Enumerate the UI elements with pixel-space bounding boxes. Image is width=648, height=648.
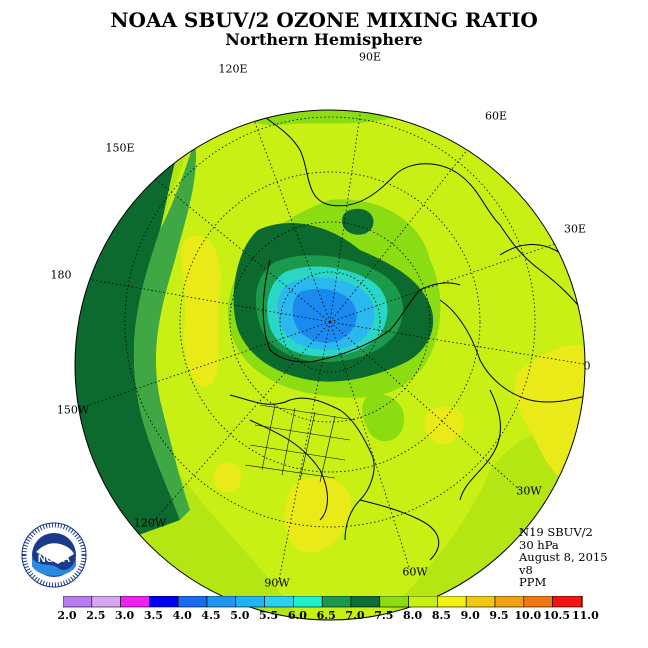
- yellow-patch-west: [181, 235, 221, 387]
- lon-label-180: 180: [50, 268, 72, 282]
- us-state-lines: [244, 404, 356, 483]
- colorbar: [63, 596, 583, 608]
- colorbar-swatch: [63, 596, 93, 608]
- colorbar-swatch: [437, 596, 467, 608]
- mid-green-edge: [133, 140, 196, 520]
- colorbar-swatch: [293, 596, 323, 608]
- colorbar-swatch: [350, 596, 381, 608]
- colorbar-tick-label: 9.0: [460, 609, 480, 622]
- lon-label-90w: 90W: [264, 576, 290, 590]
- colorbar-tick-label: 11.0: [571, 609, 599, 622]
- yellow-patch-gulf: [284, 476, 351, 553]
- lon-label-90e: 90E: [358, 50, 382, 64]
- vortex-blue: [292, 288, 357, 343]
- info-block: N19 SBUV/2 30 hPa August 8, 2015 v8 PPM: [519, 526, 608, 589]
- colorbar-swatch: [321, 596, 352, 608]
- colorbar-tick-label: 7.5: [374, 609, 394, 622]
- colorbar-tick-label: 2.0: [57, 609, 77, 622]
- colorbar-swatch: [408, 596, 438, 608]
- light-green-patch: [362, 394, 405, 442]
- colorbar-tick-label: 6.0: [287, 609, 307, 622]
- lon-label-0: 0: [583, 359, 591, 373]
- colorbar-tick-label: 2.5: [86, 609, 106, 622]
- colorbar-swatch: [206, 596, 237, 608]
- colorbar-swatch: [379, 596, 409, 608]
- colorbar-tick-label: 8.0: [403, 609, 423, 622]
- colorbar-tick-label: 10.5: [543, 609, 570, 622]
- colorbar-tick-label: 4.5: [201, 609, 221, 622]
- colorbar-swatch: [149, 596, 179, 608]
- page-subtitle: Northern Hemisphere: [225, 30, 423, 49]
- colorbar-tick-label: 7.0: [345, 609, 365, 622]
- colorbar-tick-label: 4.0: [172, 609, 192, 622]
- lon-label-150e: 150E: [105, 141, 135, 155]
- colorbar-swatch: [177, 596, 208, 608]
- map-border: [74, 109, 586, 621]
- colorbar-tick-label: 5.5: [259, 609, 279, 622]
- lon-label-30e: 30E: [563, 222, 587, 236]
- colorbar-swatch: [235, 596, 265, 608]
- lon-label-120w: 120W: [133, 516, 167, 530]
- colorbar-swatch: [120, 596, 150, 608]
- colorbar-tick-label: 9.5: [489, 609, 509, 622]
- coastlines: [229, 110, 585, 561]
- page-title: NOAA SBUV/2 OZONE MIXING RATIO: [110, 8, 538, 32]
- colorbar-tick-label: 5.0: [230, 609, 250, 622]
- lon-label-60e: 60E: [484, 109, 508, 123]
- pressure-label: 30 hPa: [519, 537, 559, 552]
- colorbar-tick-label: 10.0: [514, 609, 542, 622]
- colorbar-swatch: [465, 596, 496, 608]
- colorbar-tick-label: 6.5: [316, 609, 336, 622]
- noaa-logo-text: NOAA: [38, 553, 70, 565]
- lon-label-30w: 30W: [516, 484, 542, 498]
- colorbar-swatch: [523, 596, 553, 608]
- units-label: PPM: [519, 575, 547, 590]
- colorbar-swatch: [494, 596, 525, 608]
- colorbar-swatch: [552, 596, 582, 608]
- colorbar-swatch: [581, 596, 583, 608]
- yellow-patch-mid: [424, 406, 464, 445]
- lon-label-120e: 120E: [218, 62, 248, 76]
- colorbar-tick-label: 3.0: [115, 609, 135, 622]
- colorbar-tick-label: 3.5: [143, 609, 163, 622]
- instrument-label: N19 SBUV/2: [519, 525, 593, 539]
- colorbar-tick-label: 8.5: [431, 609, 451, 622]
- lon-label-60w: 60W: [402, 565, 428, 579]
- dark-blob-siberia: [342, 208, 374, 235]
- date-label: August 8, 2015: [519, 550, 608, 565]
- yellow-patch-pacific: [213, 462, 242, 493]
- version-label: v8: [519, 562, 533, 577]
- colorbar-swatch: [264, 596, 294, 608]
- lon-label-150w: 150W: [56, 403, 90, 417]
- colorbar-swatch: [91, 596, 121, 608]
- noaa-logo: NOAA: [21, 522, 87, 588]
